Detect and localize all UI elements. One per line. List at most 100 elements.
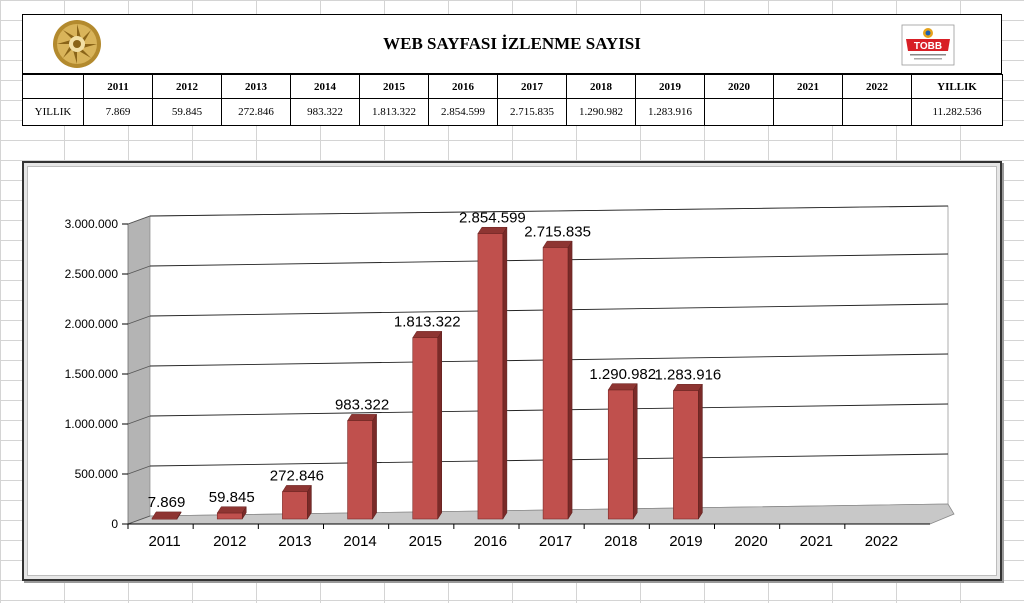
data-label: 1.283.916 (655, 367, 722, 384)
table-value-cell: 1.283.916 (635, 98, 705, 126)
y-tick-label: 1.000.000 (65, 417, 119, 431)
table-value-cell: 983.322 (290, 98, 360, 126)
bar-side (437, 330, 442, 520)
data-label: 1.290.982 (589, 366, 656, 383)
data-label: 7.869 (148, 494, 186, 511)
table-year-header: 2012 (152, 74, 222, 99)
bar (477, 233, 504, 520)
y-tick-label: 0 (111, 517, 118, 531)
bar (607, 389, 634, 520)
table-total-cell: 11.282.536 (911, 98, 1003, 126)
table-year-header: 2017 (497, 74, 567, 99)
y-tick-label: 2.500.000 (65, 267, 119, 281)
views-data-table: 2011 2012 2013 2014 2015 2016 2017 2018 … (22, 74, 1003, 126)
grid-side-line (127, 265, 151, 275)
x-tick-label: 2016 (474, 533, 507, 550)
bar (673, 390, 699, 520)
table-value-cell: 272.846 (221, 98, 291, 126)
grid-side-line (127, 215, 151, 225)
gridline (149, 205, 949, 217)
table-year-header: 2013 (221, 74, 291, 99)
data-label: 2.715.835 (524, 223, 591, 240)
grid-side-line (127, 315, 151, 325)
grid-side-line (127, 415, 151, 425)
x-tick-label: 2019 (669, 533, 702, 550)
grid-side-line (127, 465, 151, 475)
bar-top (412, 331, 443, 338)
x-tick-label: 2014 (343, 533, 376, 550)
y-tick-label: 3.000.000 (65, 217, 119, 231)
bar (282, 491, 308, 520)
x-tick-label: 2017 (539, 533, 572, 550)
page-title: WEB SAYFASI İZLENME SAYISI (383, 34, 641, 53)
chart-frame: 0 500.000 1.000.000 1.500.000 2.000.000 2.500… (22, 161, 1002, 581)
bar-side (633, 382, 638, 520)
y-tick-label: 1.500.000 (65, 367, 119, 381)
x-tick-label: 2021 (800, 533, 833, 550)
bar-side (372, 413, 377, 520)
bar-top (151, 511, 182, 519)
table-corner-cell (22, 74, 84, 99)
table-value-cell: 1.290.982 (566, 98, 636, 126)
data-label: 1.813.322 (394, 314, 461, 331)
table-year-header: 2014 (290, 74, 360, 99)
table-value-cell (704, 98, 774, 126)
table-value-cell (842, 98, 912, 126)
table-year-header: 2015 (359, 74, 429, 99)
table-value-cell: 2.854.599 (428, 98, 498, 126)
data-label: 59.845 (209, 489, 255, 506)
bar (412, 337, 439, 520)
bar-side (698, 383, 703, 520)
bar-side (176, 511, 182, 520)
bar-top (281, 485, 312, 492)
table-value-cell: 2.715.835 (497, 98, 567, 126)
organization-logo-icon (53, 20, 101, 68)
table-value-cell: 7.869 (83, 98, 153, 126)
table-value-cell: 59.845 (152, 98, 222, 126)
table-year-header: 2022 (842, 74, 912, 99)
table-value-cell (773, 98, 843, 126)
x-tick-label: 2018 (604, 533, 637, 550)
x-tick-label: 2013 (278, 533, 311, 550)
bar-top (347, 414, 378, 421)
bar-top (672, 384, 703, 391)
tobb-logo-text: TOBB (914, 41, 942, 52)
bar-side (502, 226, 508, 520)
y-tick-label: 2.000.000 (65, 317, 119, 331)
bar-top (542, 240, 573, 248)
table-year-header: 2019 (635, 74, 705, 99)
report-header: WEB SAYFASI İZLENME SAYISI TOBB (22, 14, 1002, 74)
x-tick-label: 2020 (734, 533, 767, 550)
bar-side (307, 484, 312, 520)
data-label: 983.322 (335, 397, 389, 414)
bar-chart: 0 500.000 1.000.000 1.500.000 2.000.000 2.500… (65, 205, 955, 550)
table-row: YILLIK 7.869 59.845 272.846 983.322 1.81… (22, 98, 1003, 126)
bar-top (607, 383, 638, 391)
x-tick-label: 2022 (865, 533, 898, 550)
bar (216, 512, 243, 520)
bar-side (242, 505, 247, 520)
bar (347, 420, 373, 520)
data-label: 272.846 (270, 468, 324, 485)
x-tick-label: 2011 (148, 533, 180, 550)
bar-top (477, 226, 508, 234)
bar-side (567, 240, 573, 520)
tobb-logo-icon: TOBB (901, 24, 955, 66)
bar (542, 247, 569, 520)
table-year-header: 2016 (428, 74, 498, 99)
x-tick-label: 2015 (409, 533, 442, 550)
grid-side-line (127, 515, 151, 525)
y-tick-label: 500.000 (75, 467, 119, 481)
table-row-label: YILLIK (22, 98, 84, 126)
grid-side-line (127, 365, 151, 375)
table-total-header: YILLIK (911, 74, 1003, 99)
table-year-header: 2021 (773, 74, 843, 99)
bar-top (216, 506, 247, 514)
data-label: 2.854.599 (459, 210, 526, 227)
table-year-header: 2020 (704, 74, 774, 99)
table-header-row: 2011 2012 2013 2014 2015 2016 2017 2018 … (22, 74, 1003, 99)
table-year-header: 2018 (566, 74, 636, 99)
table-value-cell: 1.813.322 (359, 98, 429, 126)
table-year-header: 2011 (83, 74, 153, 99)
x-tick-label: 2012 (213, 533, 246, 550)
